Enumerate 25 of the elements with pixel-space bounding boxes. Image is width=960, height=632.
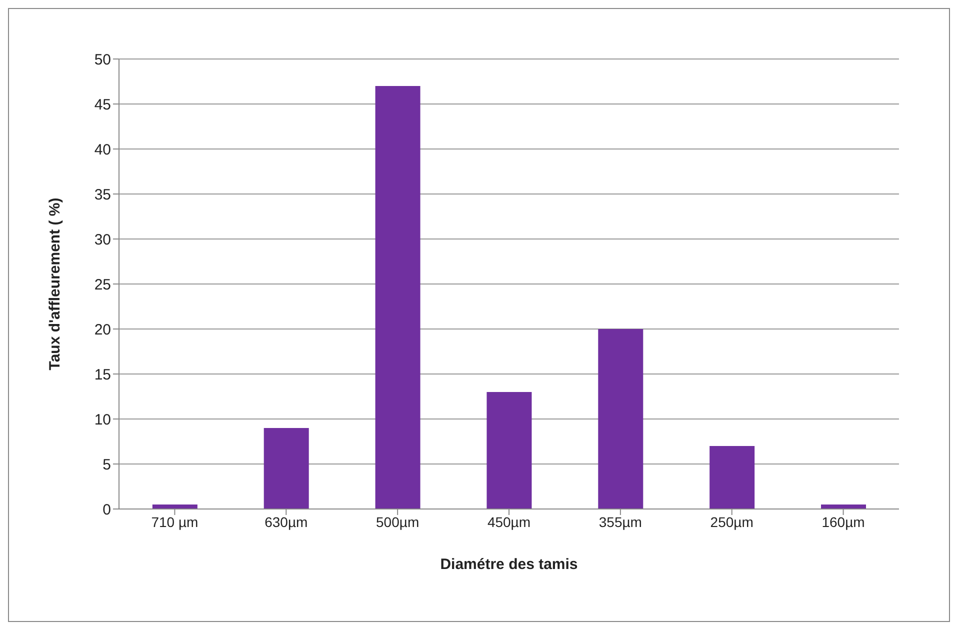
y-tick-label: 5 [102,456,111,474]
y-axis-title: Taux d'affleurement ( %) [46,198,64,370]
y-tick-label: 35 [94,186,111,204]
y-tick-label: 0 [102,501,111,518]
y-tick-label: 25 [94,276,111,294]
bar [375,86,420,509]
x-tick-label: 500µm [376,514,420,530]
x-tick-label: 710 µm [151,514,198,530]
y-tick-label: 50 [94,51,111,68]
y-tick-label: 10 [94,411,111,428]
x-tick-label: 450µm [487,514,531,530]
x-axis-title: Diamétre des tamis [440,556,578,573]
y-tick-label: 15 [94,366,111,384]
y-tick-label: 30 [94,231,111,248]
y-tick-label: 20 [94,321,111,338]
x-tick-label: 630µm [264,514,308,530]
y-tick-label: 45 [94,96,111,114]
bar [486,392,532,509]
bar [264,428,309,509]
y-tick-label: 40 [94,141,111,158]
bar [598,329,644,509]
x-tick-label: 160µm [822,514,865,530]
x-tick-label: 355µm [598,514,642,530]
x-tick-label: 250µm [710,514,754,530]
bar [710,446,755,509]
